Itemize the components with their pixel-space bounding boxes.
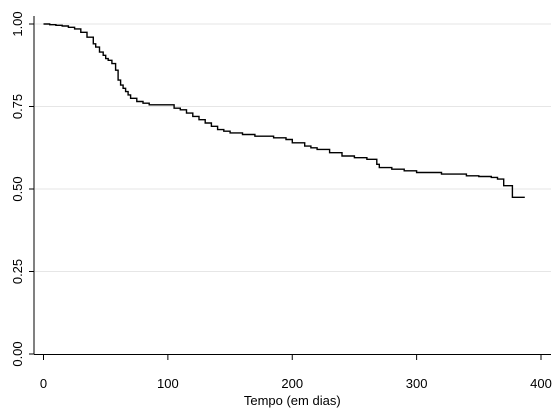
series-layer (43, 23, 525, 198)
x-tick-label-3: 300 (406, 376, 428, 391)
x-tick-label-2: 200 (281, 376, 303, 391)
y-tick-label-3: 0.75 (10, 94, 25, 119)
y-tick-label-1: 0.25 (10, 259, 25, 284)
x-axis-title: Tempo (em dias) (244, 393, 341, 408)
y-tick-label-4: 1.00 (10, 11, 25, 36)
x-tick-label-1: 100 (157, 376, 179, 391)
series-line-0 (43, 23, 525, 198)
axes: 0.00 0.25 0.50 0.75 1.00 0 100 200 300 400 (10, 11, 552, 391)
x-tick-label-4: 400 (530, 376, 552, 391)
y-tick-label-2: 0.50 (10, 176, 25, 201)
x-tick-label-0: 0 (40, 376, 47, 391)
y-tick-label-0: 0.00 (10, 341, 25, 366)
grid-lines (35, 23, 551, 272)
